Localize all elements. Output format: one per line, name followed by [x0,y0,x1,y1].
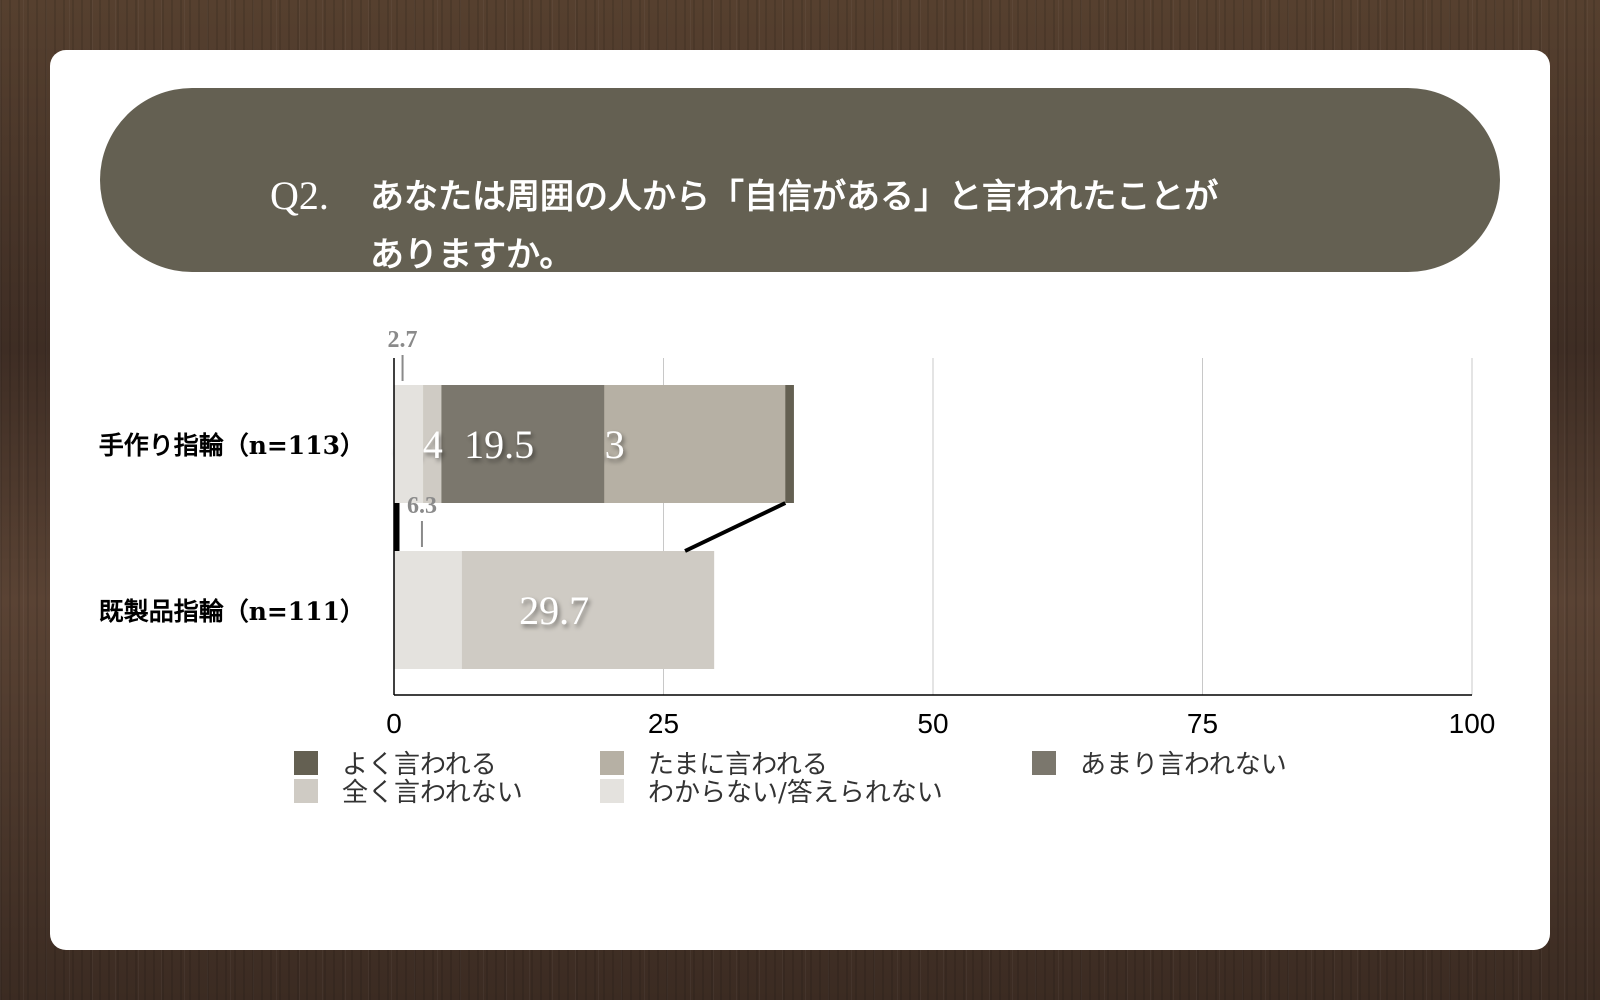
legend-label: あまり言われない [1080,750,1287,780]
legend-swatch [600,778,624,803]
legend-label: たまに言われる [648,750,828,780]
question-text: あなたは周囲の人から「自信がある」と言われたことが ありますか。 [370,168,1370,284]
question-line-2: ありますか。 [370,235,574,275]
bar-segment [394,551,462,669]
legend-item: あまり言われない [1032,744,1287,781]
question-line-1: あなたは周囲の人から「自信がある」と言われたことが [370,177,1219,217]
legend-swatch [294,778,318,803]
legend-label: 全く言われない [342,778,523,808]
data-label: 19.5 [464,422,534,467]
data-label: 2.7 [388,327,418,353]
bar-segment [394,385,424,503]
legend-item: わからない/答えられない [600,772,943,809]
x-tick-label: 50 [917,708,948,739]
x-tick-label: 100 [1449,708,1496,739]
connector-line [684,501,787,553]
x-tick-label: 75 [1187,708,1218,739]
category-label: 既製品指輪（n=111） [99,597,365,626]
question-banner: Q2. あなたは周囲の人から「自信がある」と言われたことが ありますか。 [100,88,1500,275]
legend-item: たまに言われる [600,744,828,781]
data-label: 29.7 [519,588,589,633]
x-tick-label: 25 [648,708,679,739]
legend-item: よく言われる [294,744,497,781]
category-label: 手作り指輪（n=113） [99,431,365,460]
question-number: Q2. [270,173,329,218]
chart-legend: よく言われる たまに言われる あまり言われない全く言われない わからない/答えられない [240,744,1340,834]
legend-swatch [1032,750,1056,775]
legend-item: 全く言われない [294,772,523,809]
legend-label: わからない/答えられない [648,778,943,808]
x-tick-label: 0 [386,708,402,739]
legend-swatch [600,750,624,775]
legend-swatch [294,750,318,775]
legend-label: よく言われる [342,750,497,780]
data-label: 6.3 [407,493,437,519]
